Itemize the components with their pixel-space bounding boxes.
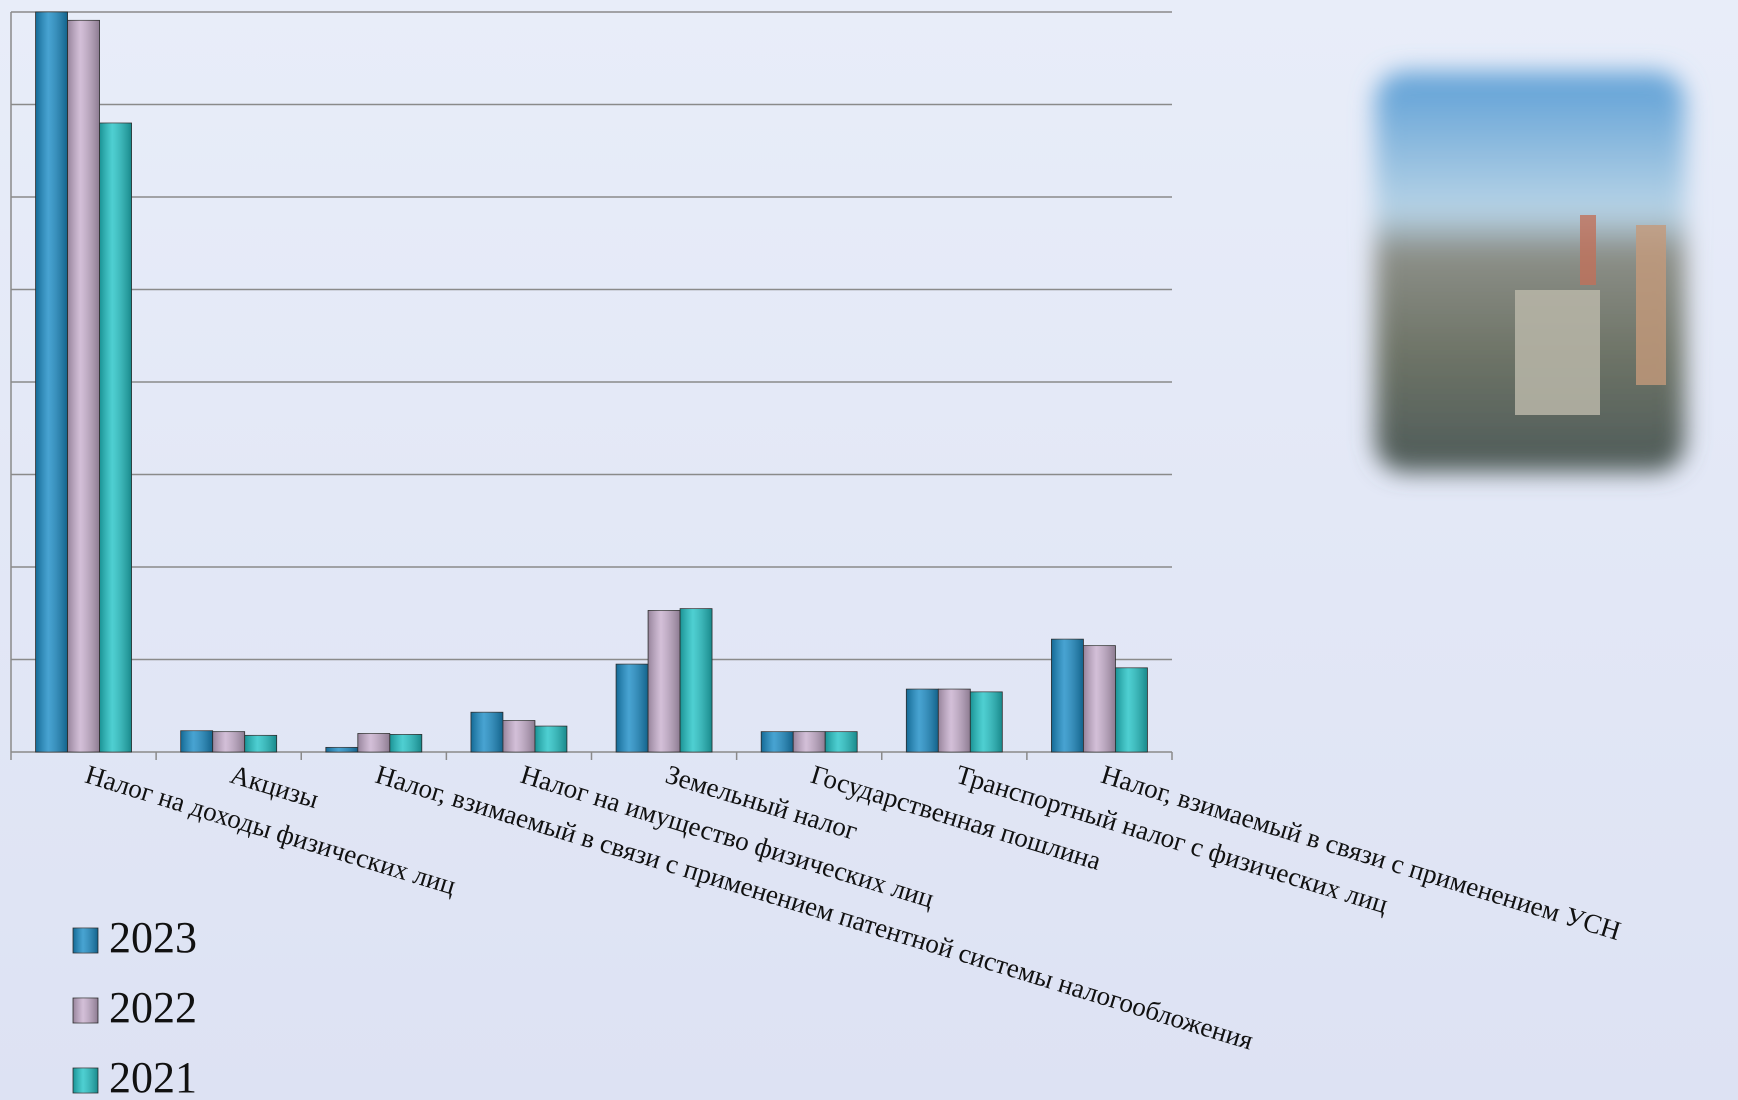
bar (615, 663, 649, 753)
bar (679, 608, 713, 753)
bar (357, 733, 391, 753)
bar (792, 731, 826, 753)
legend-swatch-shade (73, 998, 98, 1023)
legend-swatch-shade (73, 928, 98, 953)
bar (1115, 667, 1148, 753)
bar (325, 746, 359, 753)
legend-label: 2021 (109, 1053, 197, 1100)
legend-label: 2023 (109, 913, 197, 962)
bar (969, 691, 1003, 753)
bar (180, 730, 214, 753)
legend-label: 2022 (109, 983, 197, 1032)
bar (502, 720, 536, 753)
bar (212, 731, 246, 753)
bar (389, 734, 423, 753)
bar (470, 711, 504, 753)
bar (937, 688, 971, 753)
bar (1051, 638, 1084, 753)
bar (824, 731, 858, 753)
bar (244, 734, 278, 753)
bar (35, 11, 68, 753)
photo (1375, 72, 1685, 472)
bar (647, 610, 681, 753)
bar (1083, 645, 1116, 753)
bar (67, 19, 100, 753)
bar (99, 122, 132, 753)
bar (905, 688, 939, 753)
bar (760, 731, 794, 753)
legend-swatch-shade (73, 1068, 98, 1093)
bar (534, 725, 568, 753)
